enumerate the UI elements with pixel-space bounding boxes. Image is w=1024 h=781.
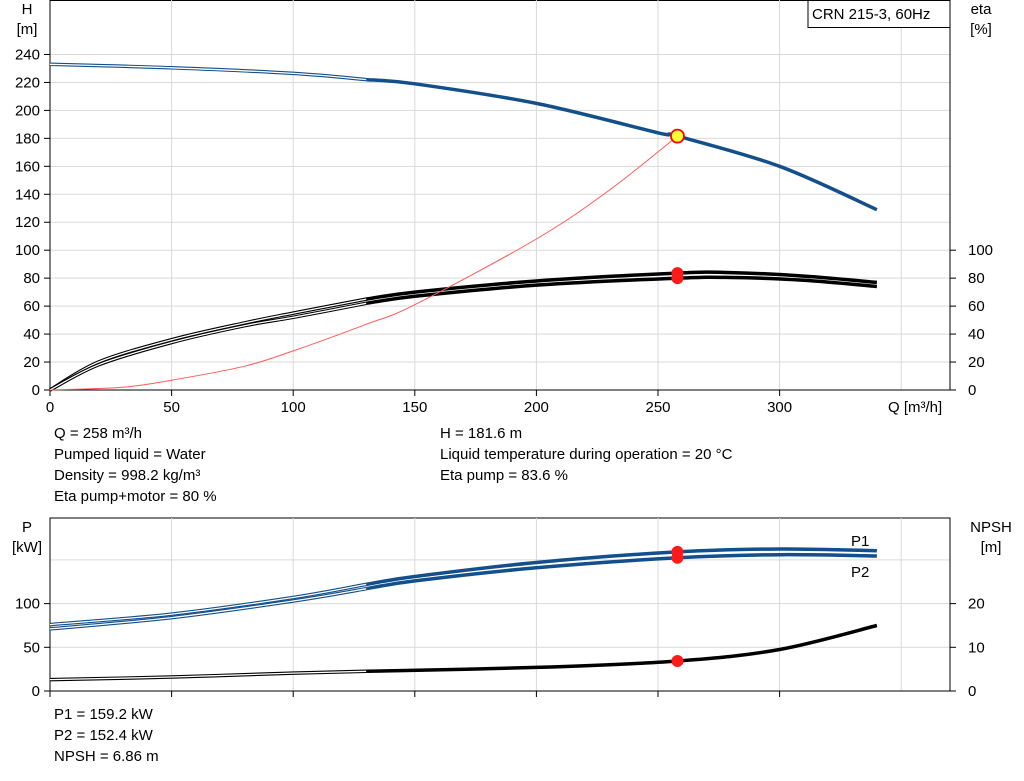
info-top-right: H = 181.6 m Liquid temperature during op… [440, 423, 732, 486]
info-p1: P1 = 159.2 kW [54, 706, 153, 723]
info-flow: Q = 258 m³/h [54, 425, 142, 442]
bottom-y-right-tick-label: 0 [968, 683, 976, 700]
top-plot-frame [49, 0, 951, 391]
top-y-left-tick-label: 180 [15, 130, 40, 147]
info-eta-pump: Eta pump = 83.6 % [440, 467, 568, 484]
bottom-series-npsh-bold [366, 623, 878, 674]
series-label-p2: P2 [851, 564, 869, 581]
top-x-tick-label: 50 [163, 399, 180, 416]
bottom-y-left-unit: [kW] [12, 539, 42, 556]
bottom-y-right-title: NPSH [970, 519, 1012, 536]
bottom-marker-npsh [671, 655, 684, 668]
top-y-left-tick-label: 140 [15, 186, 40, 203]
top-y-right-tick-label: 80 [968, 270, 985, 287]
info-eta-pump-motor: Eta pump+motor = 80 % [54, 488, 217, 505]
bottom-y-left-tick-label: 0 [32, 683, 40, 700]
bottom-y-right-unit: [m] [981, 539, 1002, 556]
top-series-h-thin-inner [49, 63, 367, 81]
info-liquid-temperature: Liquid temperature during operation = 20… [440, 446, 733, 463]
top-series-h-bold [366, 77, 878, 212]
top-y-right-unit: [%] [970, 21, 992, 38]
bottom-marker-p2 [671, 551, 684, 564]
top-marker-eta-pump-motor [671, 272, 684, 285]
top-x-tick-label: 0 [46, 399, 54, 416]
top-y-left-tick-label: 0 [32, 382, 40, 399]
top-series-h-thin-outer [49, 62, 367, 82]
info-density: Density = 998.2 kg/m³ [54, 467, 201, 484]
bottom-series-p2-bold [365, 552, 877, 591]
top-y-left-unit: [m] [17, 21, 38, 38]
bottom-plot-frame [49, 517, 951, 692]
top-y-right-title: eta [971, 1, 993, 18]
chart-title: CRN 215-3, 60Hz [812, 6, 930, 23]
info-bottom: P1 = 159.2 kW P2 = 152.4 kW NPSH = 6.86 … [54, 704, 159, 767]
info-pumped-liquid: Pumped liquid = Water [54, 446, 206, 463]
bottom-series-p1-bold [365, 547, 877, 587]
top-y-right-tick-label: 20 [968, 354, 985, 371]
top-y-left-tick-label: 240 [15, 46, 40, 63]
top-series-system-curve [49, 135, 678, 391]
top-x-tick-label: 100 [281, 399, 306, 416]
chart-title-box [807, 0, 951, 28]
top-y-right-tick-label: 100 [968, 242, 993, 259]
info-top-left: Q = 258 m³/h Pumped liquid = Water Densi… [54, 423, 217, 507]
top-series-eta-pump-motor-thin-inner [49, 302, 367, 391]
info-p2: P2 = 152.4 kW [54, 727, 153, 744]
bottom-y-left-tick-label: 50 [23, 639, 40, 656]
top-x-tick-label: 200 [524, 399, 549, 416]
bottom-series-p1-thin-outer [49, 582, 367, 627]
top-y-left-tick-label: 40 [23, 326, 40, 343]
series-label-p1: P1 [851, 533, 869, 550]
top-y-right-tick-label: 60 [968, 298, 985, 315]
bottom-y-right-tick-label: 20 [968, 596, 985, 613]
top-series-eta-pump-motor-bold [365, 275, 878, 306]
top-series-eta-pump-motor-thin-outer [49, 301, 367, 392]
top-y-left-title: H [22, 1, 33, 18]
info-head: H = 181.6 m [440, 425, 523, 442]
top-series-eta-pump-bold [365, 270, 878, 301]
top-x-title: Q [m³/h] [888, 399, 942, 416]
top-y-right-tick-label: 40 [968, 326, 985, 343]
top-x-tick-label: 300 [767, 399, 792, 416]
bottom-y-left-tick-label: 100 [15, 596, 40, 613]
top-y-right-tick-label: 0 [968, 382, 976, 399]
bottom-y-left-title: P [22, 519, 32, 536]
top-y-left-tick-label: 100 [15, 242, 40, 259]
bottom-series-p1-thin-inner [49, 583, 367, 626]
top-y-left-tick-label: 120 [15, 214, 40, 231]
top-y-left-tick-label: 200 [15, 102, 40, 119]
duty-point-marker [670, 128, 685, 144]
bottom-series-npsh-thin-inner [49, 670, 367, 681]
top-y-left-tick-label: 160 [15, 158, 40, 175]
top-y-left-tick-label: 60 [23, 298, 40, 315]
bottom-y-right-tick-label: 10 [968, 639, 985, 656]
top-x-tick-label: 250 [645, 399, 670, 416]
top-series-eta-pump-thin-inner [49, 298, 367, 391]
top-y-left-tick-label: 20 [23, 354, 40, 371]
bottom-series-p2-thin-inner [49, 588, 367, 630]
info-npsh: NPSH = 6.86 m [54, 748, 159, 765]
top-x-tick-label: 150 [402, 399, 427, 416]
top-y-left-tick-label: 80 [23, 270, 40, 287]
top-y-left-tick-label: 220 [15, 74, 40, 91]
